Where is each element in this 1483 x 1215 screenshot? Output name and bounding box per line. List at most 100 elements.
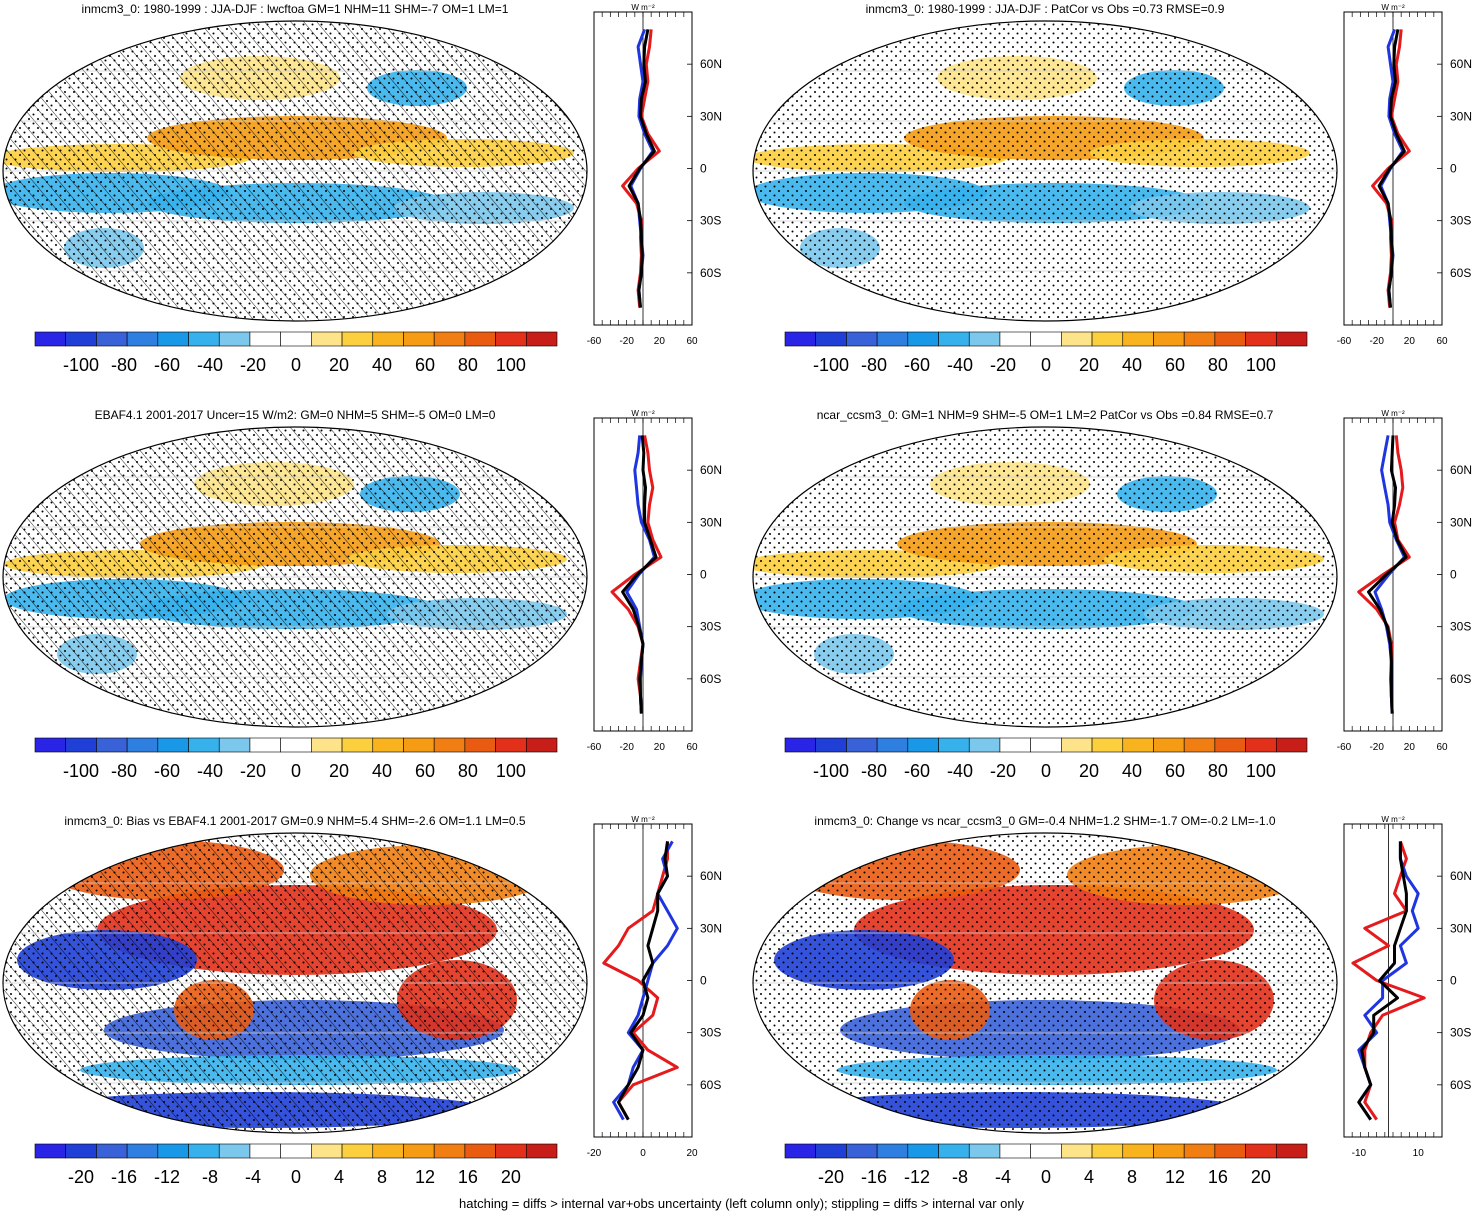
colorbar-swatch [525, 1143, 558, 1159]
colorbar-tick-label: -20 [990, 761, 1016, 781]
profile-y-tick-label: 0 [700, 162, 707, 176]
colorbar-swatch [1183, 331, 1216, 347]
colorbar-swatch [372, 1143, 404, 1159]
zonal-mean-profile: W m⁻² -60 -20 20 60 60N 30N 0 30S 60S [587, 3, 722, 347]
map-plot [2, 426, 588, 728]
colorbar-swatch [65, 1143, 97, 1159]
map-field [753, 833, 1337, 1133]
colorbar-swatch [876, 1143, 909, 1159]
colorbar: -20 -16 -12 -8 -4 0 4 8 12 16 20 [784, 1143, 1308, 1187]
colorbar-tick-label: 100 [496, 761, 526, 781]
map-title: inmcm3_0: Change vs ncar_ccsm3_0 GM=-0.4… [814, 814, 1276, 828]
colorbar-swatch [999, 331, 1031, 347]
colorbar-swatch [464, 737, 496, 753]
profile-x-tick-label: 0 [640, 1148, 646, 1159]
map-plot [2, 832, 588, 1134]
colorbar-swatch [280, 331, 312, 347]
colorbar-tick-label: -40 [947, 761, 973, 781]
profile-y-tick-label: 60N [700, 57, 722, 71]
colorbar-swatch [249, 1143, 281, 1159]
profile-unit: W m⁻² [631, 815, 655, 824]
colorbar-tick-label: -8 [202, 1167, 218, 1187]
profile-x-tick-label: 20 [686, 1148, 698, 1159]
colorbar-swatch [1122, 331, 1154, 347]
colorbar-swatch [311, 737, 343, 753]
profile-x-tick-label: 60 [1436, 336, 1448, 347]
profile-y-tick-label: 30S [1450, 214, 1471, 228]
map-outline [2, 832, 588, 1134]
profile-x-tick-label: 60 [686, 336, 698, 347]
colorbar-swatch [341, 1143, 374, 1159]
zonal-mean-profile: W m⁻² -60 -20 20 60 60N 30N 0 30S 60S [1337, 3, 1472, 347]
colorbar-tick-label: -20 [240, 761, 266, 781]
colorbar-tick-label: -40 [197, 355, 223, 375]
profile-y-tick-label: 60S [700, 672, 721, 686]
colorbar-swatch [403, 737, 435, 753]
colorbar-tick-label: -16 [861, 1167, 887, 1187]
colorbar-swatch [1122, 737, 1154, 753]
colorbar-tick-label: 12 [1165, 1167, 1185, 1187]
colorbar-swatch [433, 331, 466, 347]
profile-y-tick-label: 0 [1450, 162, 1457, 176]
colorbar-tick-label: 40 [372, 355, 392, 375]
colorbar-tick-label: 100 [496, 355, 526, 375]
colorbar-swatch [968, 331, 1001, 347]
colorbar-tick-label: 60 [415, 355, 435, 375]
colorbar-tick-label: 20 [501, 1167, 521, 1187]
profile-y-tick-label: 0 [700, 974, 707, 988]
colorbar-tick-label: -20 [68, 1167, 94, 1187]
colorbar-swatch [96, 1143, 128, 1159]
map-plot [2, 20, 588, 322]
profile-y-tick-label: 30N [1450, 109, 1472, 123]
profile-y-tick-label: 60N [1450, 869, 1472, 883]
profile-y-tick-label: 60S [700, 266, 721, 280]
colorbar-swatch [846, 331, 878, 347]
colorbar-tick-label: -60 [154, 355, 180, 375]
profile-x-tick-label: 20 [1404, 742, 1416, 753]
profile-y-tick-label: 60S [1450, 266, 1471, 280]
colorbar-swatch [999, 737, 1031, 753]
profile-y-tick-label: 60N [700, 869, 722, 883]
colorbar: -100 -80 -60 -40 -20 0 20 40 60 80 100 [784, 331, 1308, 375]
colorbar-swatch [157, 1143, 189, 1159]
colorbar-swatch [341, 331, 374, 347]
profile-y-tick-label: 60N [1450, 463, 1472, 477]
colorbar-swatch [126, 1143, 159, 1159]
colorbar-tick-label: 80 [1208, 761, 1228, 781]
colorbar-swatch [311, 1143, 343, 1159]
profile-series-line [612, 840, 679, 1121]
colorbar-swatch [34, 737, 67, 753]
colorbar-swatch [403, 331, 435, 347]
profile-x-tick-label: 60 [1436, 742, 1448, 753]
colorbar-swatch [1030, 737, 1062, 753]
colorbar-tick-label: -100 [63, 761, 99, 781]
colorbar-swatch [218, 737, 251, 753]
colorbar-tick-label: 20 [1251, 1167, 1271, 1187]
colorbar-tick-label: 0 [291, 1167, 301, 1187]
profile-x-tick-label: -20 [619, 742, 634, 753]
profile-x-tick-label: -60 [587, 742, 602, 753]
profile-x-tick-label: -20 [619, 336, 634, 347]
map-field [3, 21, 587, 321]
colorbar-swatch [218, 331, 251, 347]
profile-y-tick-label: 30S [700, 620, 721, 634]
colorbar-swatch [1153, 1143, 1185, 1159]
colorbar-swatch [525, 331, 558, 347]
colorbar-swatch [815, 737, 847, 753]
colorbar-swatch [876, 737, 909, 753]
colorbar-swatch [280, 737, 312, 753]
colorbar-swatch [1245, 331, 1277, 347]
colorbar-tick-label: 12 [415, 1167, 435, 1187]
map-field [3, 427, 587, 727]
colorbar-tick-label: -100 [63, 355, 99, 375]
map-title: EBAF4.1 2001-2017 Uncer=15 W/m2: GM=0 NH… [94, 408, 496, 422]
colorbar-tick-label: 20 [1079, 355, 1099, 375]
colorbar-swatch [96, 737, 128, 753]
profile-series-line [1367, 435, 1408, 714]
profile-y-tick-label: 30S [1450, 1026, 1471, 1040]
colorbar-tick-label: -100 [813, 761, 849, 781]
colorbar-tick-label: 80 [458, 761, 478, 781]
colorbar-tick-label: 100 [1246, 761, 1276, 781]
colorbar-swatch [495, 737, 527, 753]
profile-series-line [621, 435, 658, 714]
